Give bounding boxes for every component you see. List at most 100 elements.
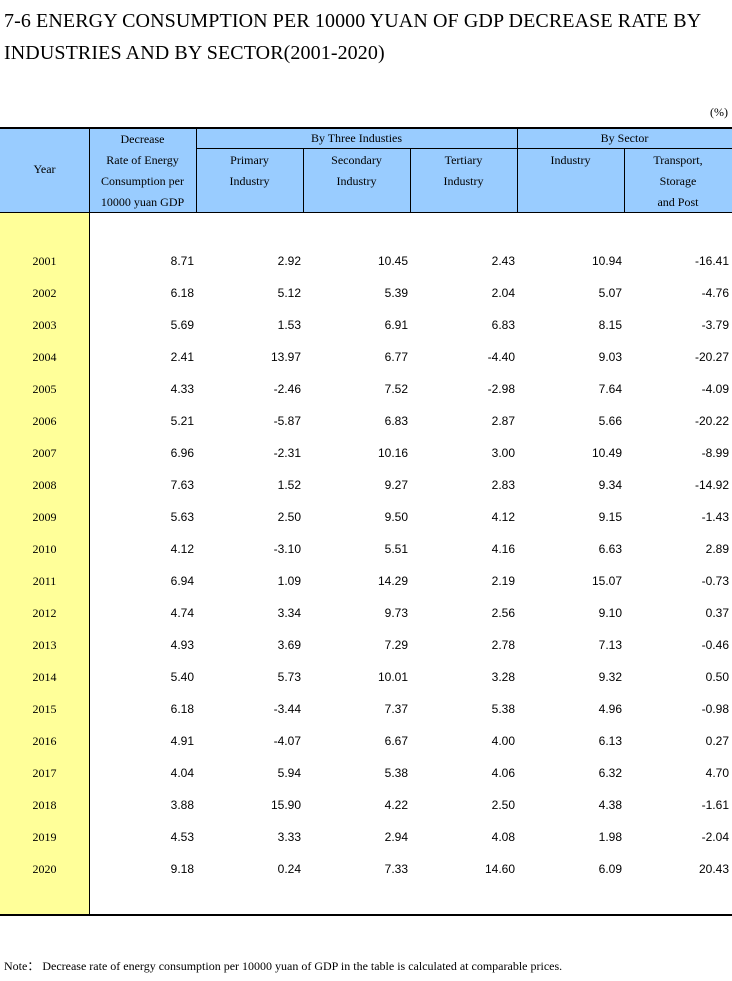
cell-primary: 2.50 bbox=[277, 510, 301, 524]
cell-tertiary: 2.19 bbox=[491, 574, 515, 588]
cell-industry: 6.13 bbox=[598, 734, 622, 748]
table-row: 2006 5.21 -5.87 6.83 2.87 5.66 -20.22 bbox=[0, 405, 732, 437]
cell-secondary: 10.01 bbox=[377, 670, 408, 684]
cell-tertiary: 6.83 bbox=[491, 318, 515, 332]
table-row: 2017 4.04 5.94 5.38 4.06 6.32 4.70 bbox=[0, 757, 732, 789]
cell-secondary: 5.51 bbox=[384, 542, 408, 556]
cell-tertiary: 2.83 bbox=[491, 478, 515, 492]
cell-total: 4.53 bbox=[170, 830, 194, 844]
cell-year: 2006 bbox=[32, 414, 57, 428]
cell-transport: -8.99 bbox=[701, 446, 729, 460]
cell-secondary: 7.33 bbox=[384, 862, 408, 876]
cell-transport: -16.41 bbox=[694, 254, 729, 268]
header-vline bbox=[196, 127, 197, 213]
cell-primary: -2.46 bbox=[273, 382, 301, 396]
data-table: Year Decrease Rate of Energy Consumption… bbox=[0, 127, 732, 916]
table-row: 2013 4.93 3.69 7.29 2.78 7.13 -0.46 bbox=[0, 629, 732, 661]
cell-year: 2015 bbox=[32, 702, 57, 716]
cell-tertiary: 3.00 bbox=[491, 446, 515, 460]
cell-total: 5.21 bbox=[170, 414, 194, 428]
cell-tertiary: 14.60 bbox=[484, 862, 515, 876]
header-secondary-line-2: Industry bbox=[336, 174, 377, 188]
header-tertiary-line-1: Tertiary bbox=[444, 153, 483, 167]
header-transport-line-3: and Post bbox=[657, 195, 699, 209]
header-decrease-line-2: Rate of Energy bbox=[106, 153, 179, 167]
cell-secondary: 6.91 bbox=[384, 318, 408, 332]
cell-transport: -14.92 bbox=[694, 478, 729, 492]
cell-total: 6.96 bbox=[170, 446, 194, 460]
cell-secondary: 9.50 bbox=[384, 510, 408, 524]
header-bottom-border bbox=[0, 212, 732, 213]
cell-transport: -1.61 bbox=[701, 798, 729, 812]
header-primary-line-2: Industry bbox=[229, 174, 270, 188]
cell-tertiary: 2.87 bbox=[491, 414, 515, 428]
cell-year: 2017 bbox=[32, 766, 57, 780]
table-row: 2002 6.18 5.12 5.39 2.04 5.07 -4.76 bbox=[0, 277, 732, 309]
table-row: 2015 6.18 -3.44 7.37 5.38 4.96 -0.98 bbox=[0, 693, 732, 725]
cell-transport: -0.73 bbox=[701, 574, 729, 588]
cell-secondary: 5.39 bbox=[384, 286, 408, 300]
table-row: 2005 4.33 -2.46 7.52 -2.98 7.64 -4.09 bbox=[0, 373, 732, 405]
cell-secondary: 14.29 bbox=[377, 574, 408, 588]
cell-year: 2008 bbox=[32, 478, 57, 492]
cell-year: 2001 bbox=[32, 254, 57, 268]
table-row: 2010 4.12 -3.10 5.51 4.16 6.63 2.89 bbox=[0, 533, 732, 565]
table-row: 2007 6.96 -2.31 10.16 3.00 10.49 -8.99 bbox=[0, 437, 732, 469]
cell-transport: -2.04 bbox=[701, 830, 729, 844]
cell-year: 2009 bbox=[32, 510, 57, 524]
cell-transport: -0.98 bbox=[701, 702, 729, 716]
cell-industry: 4.96 bbox=[598, 702, 622, 716]
cell-transport: 20.43 bbox=[698, 862, 729, 876]
table-row: 2004 2.41 13.97 6.77 -4.40 9.03 -20.27 bbox=[0, 341, 732, 373]
cell-total: 5.40 bbox=[170, 670, 194, 684]
cell-primary: 1.52 bbox=[277, 478, 301, 492]
cell-total: 4.74 bbox=[170, 606, 194, 620]
header-secondary-line-1: Secondary bbox=[331, 153, 382, 167]
cell-total: 4.91 bbox=[170, 734, 194, 748]
cell-industry: 9.32 bbox=[598, 670, 622, 684]
cell-industry: 5.66 bbox=[598, 414, 622, 428]
header-transport-line-1: Transport, bbox=[653, 153, 703, 167]
header-vline bbox=[624, 148, 625, 213]
table-row: 2020 9.18 0.24 7.33 14.60 6.09 20.43 bbox=[0, 853, 732, 885]
header-by-sector: By Sector bbox=[600, 131, 649, 145]
cell-total: 4.04 bbox=[170, 766, 194, 780]
cell-total: 6.18 bbox=[170, 286, 194, 300]
cell-transport: 2.89 bbox=[705, 542, 729, 556]
cell-primary: 0.24 bbox=[277, 862, 301, 876]
cell-industry: 10.49 bbox=[591, 446, 622, 460]
table-header bbox=[0, 127, 732, 213]
cell-primary: 3.34 bbox=[277, 606, 301, 620]
cell-tertiary: 5.38 bbox=[491, 702, 515, 716]
cell-total: 9.18 bbox=[170, 862, 194, 876]
cell-secondary: 4.22 bbox=[384, 798, 408, 812]
table-row: 2003 5.69 1.53 6.91 6.83 8.15 -3.79 bbox=[0, 309, 732, 341]
cell-primary: 5.12 bbox=[277, 286, 301, 300]
cell-industry: 9.34 bbox=[598, 478, 622, 492]
cell-year: 2013 bbox=[32, 638, 57, 652]
cell-secondary: 7.29 bbox=[384, 638, 408, 652]
cell-total: 4.93 bbox=[170, 638, 194, 652]
table-row: 2012 4.74 3.34 9.73 2.56 9.10 0.37 bbox=[0, 597, 732, 629]
cell-primary: 13.97 bbox=[270, 350, 301, 364]
cell-transport: 0.27 bbox=[705, 734, 729, 748]
cell-transport: -20.22 bbox=[694, 414, 729, 428]
cell-industry: 6.32 bbox=[598, 766, 622, 780]
cell-tertiary: 3.28 bbox=[491, 670, 515, 684]
cell-total: 5.69 bbox=[170, 318, 194, 332]
cell-secondary: 2.94 bbox=[384, 830, 408, 844]
table-row: 2011 6.94 1.09 14.29 2.19 15.07 -0.73 bbox=[0, 565, 732, 597]
cell-tertiary: 2.50 bbox=[491, 798, 515, 812]
header-decrease-line-3: Consumption per bbox=[101, 174, 184, 188]
header-vline bbox=[410, 148, 411, 213]
cell-year: 2012 bbox=[32, 606, 57, 620]
table-row: 2019 4.53 3.33 2.94 4.08 1.98 -2.04 bbox=[0, 821, 732, 853]
cell-primary: 3.69 bbox=[277, 638, 301, 652]
cell-total: 4.33 bbox=[170, 382, 194, 396]
cell-transport: 0.50 bbox=[705, 670, 729, 684]
cell-transport: -1.43 bbox=[701, 510, 729, 524]
cell-transport: 0.37 bbox=[705, 606, 729, 620]
cell-total: 6.94 bbox=[170, 574, 194, 588]
cell-year: 2005 bbox=[32, 382, 57, 396]
year-column-background bbox=[0, 213, 89, 915]
